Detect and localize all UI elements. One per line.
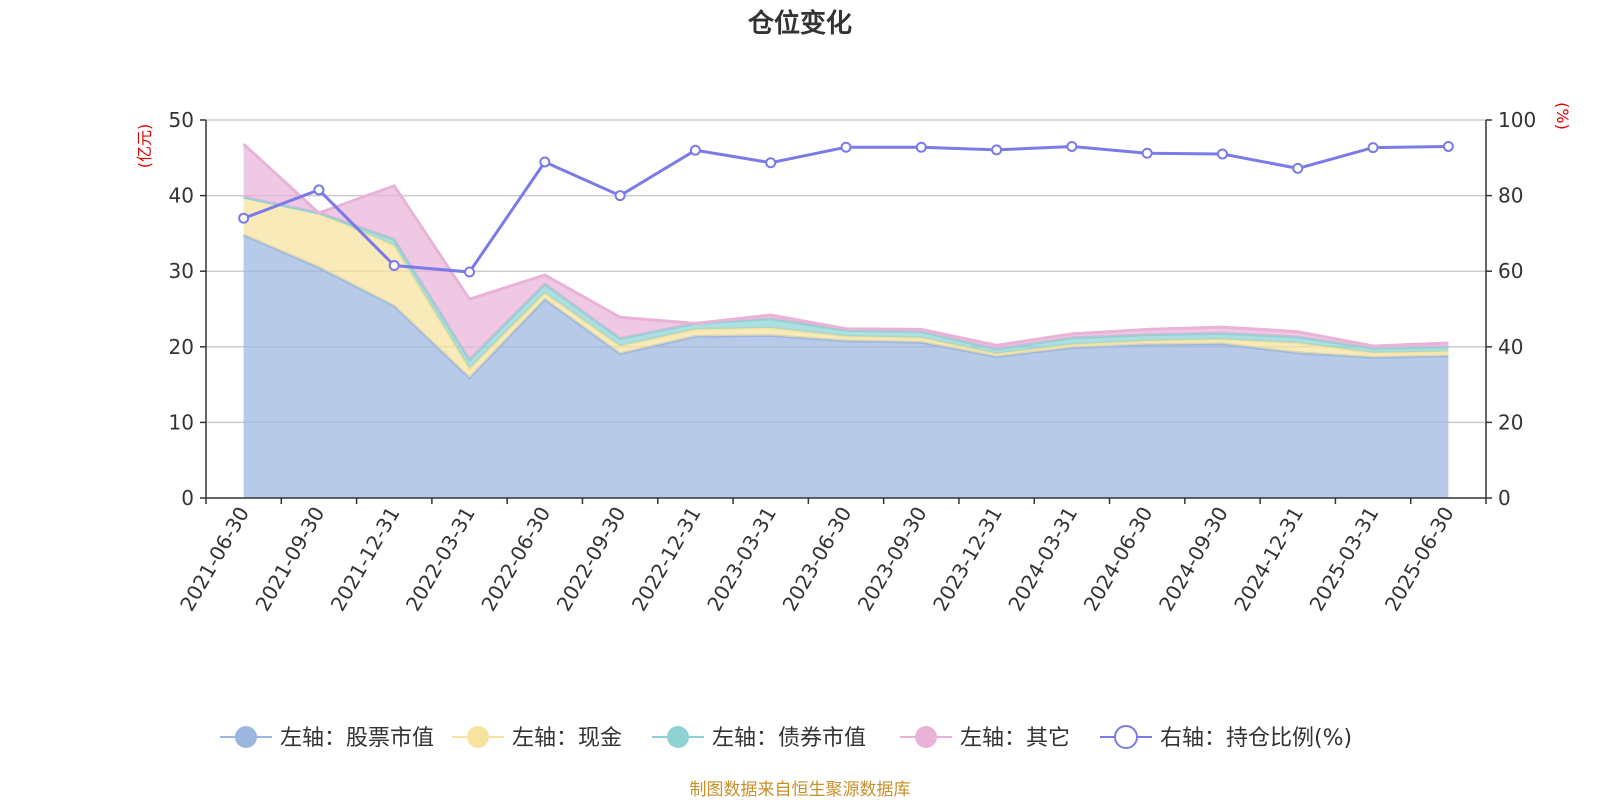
ratio-point-6 (689, 144, 701, 156)
x-tick-label-6: 2022-12-31 (627, 503, 706, 616)
ratio-point-11 (1066, 140, 1078, 152)
right-tick-label-4: 80 (1498, 184, 1523, 208)
ratio-point-0 (238, 212, 250, 224)
ratio-point-16 (1442, 140, 1454, 152)
legend-label-2: 左轴：债券市值 (712, 726, 866, 751)
ratio-point-2 (388, 260, 400, 272)
chart-title: 仓位变化 (747, 8, 852, 39)
x-tick-label-7: 2023-03-31 (702, 503, 781, 616)
x-tick-label-15: 2025-03-31 (1304, 503, 1383, 616)
x-tick-label-14: 2024-12-31 (1229, 503, 1308, 616)
left-tick-label-3: 30 (169, 259, 194, 283)
right-tick-label-5: 100 (1498, 108, 1536, 132)
ratio-point-10 (991, 144, 1003, 156)
ratio-point-13 (1216, 148, 1228, 160)
left-tick-label-0: 0 (181, 486, 194, 510)
ratio-point-15 (1367, 142, 1379, 154)
right-tick-label-2: 40 (1498, 335, 1523, 359)
footer-source: 制图数据来自恒生聚源数据库 (690, 780, 911, 800)
stacked-areas (242, 143, 1449, 498)
ratio-point-3 (464, 266, 476, 278)
left-tick-label-1: 10 (169, 410, 194, 434)
x-tick-label-3: 2022-03-31 (401, 503, 480, 616)
legend-marker-4 (1114, 725, 1138, 749)
x-tick-label-1: 2021-09-30 (250, 503, 329, 616)
area-series-2 (243, 197, 1449, 369)
ratio-point-1 (313, 184, 325, 196)
x-tick-label-0: 2021-06-30 (175, 503, 254, 616)
x-tick-label-8: 2023-06-30 (777, 503, 856, 616)
legend-marker-2 (667, 726, 689, 748)
ratio-point-8 (840, 141, 852, 153)
right-axis-unit: (%) (1553, 102, 1572, 130)
legend-marker-1 (467, 726, 489, 748)
x-tick-label-16: 2025-06-30 (1380, 503, 1459, 616)
x-tick-label-10: 2023-12-31 (928, 503, 1007, 616)
right-tick-label-1: 20 (1498, 410, 1523, 434)
legend-label-1: 左轴：现金 (512, 726, 622, 751)
left-tick-label-5: 50 (169, 108, 194, 132)
right-tick-label-0: 0 (1498, 486, 1511, 510)
legend-marker-3 (915, 726, 937, 748)
legend-label-4: 右轴：持仓比例(%) (1160, 726, 1352, 751)
x-tick-label-11: 2024-03-31 (1003, 503, 1082, 616)
x-tick-label-12: 2024-06-30 (1079, 503, 1158, 616)
ratio-point-12 (1141, 147, 1153, 159)
holding-ratio-line (238, 140, 1454, 278)
ratio-point-14 (1292, 162, 1304, 174)
left-tick-label-4: 40 (169, 184, 194, 208)
left-axis-unit: (亿元) (135, 124, 154, 169)
legend-label-0: 左轴：股票市值 (280, 726, 434, 751)
x-tick-label-5: 2022-09-30 (552, 503, 631, 616)
ratio-point-9 (915, 141, 927, 153)
x-tick-label-13: 2024-09-30 (1154, 503, 1233, 616)
x-tick-label-4: 2022-06-30 (476, 503, 555, 616)
left-tick-label-2: 20 (169, 335, 194, 359)
x-tick-label-2: 2021-12-31 (326, 503, 405, 616)
legend-marker-0 (235, 726, 257, 748)
right-tick-label-3: 60 (1498, 259, 1523, 283)
legend[interactable]: 左轴：股票市值 左轴：现金 左轴：债券市值 左轴：其它 右轴：持仓比例(%) (220, 725, 1352, 751)
ratio-point-4 (539, 156, 551, 168)
legend-label-3: 左轴：其它 (960, 726, 1070, 751)
area-edge-series-3 (242, 143, 1449, 348)
ratio-point-7 (765, 157, 777, 169)
ratio-point-5 (614, 190, 626, 202)
x-tick-label-9: 2023-09-30 (853, 503, 932, 616)
